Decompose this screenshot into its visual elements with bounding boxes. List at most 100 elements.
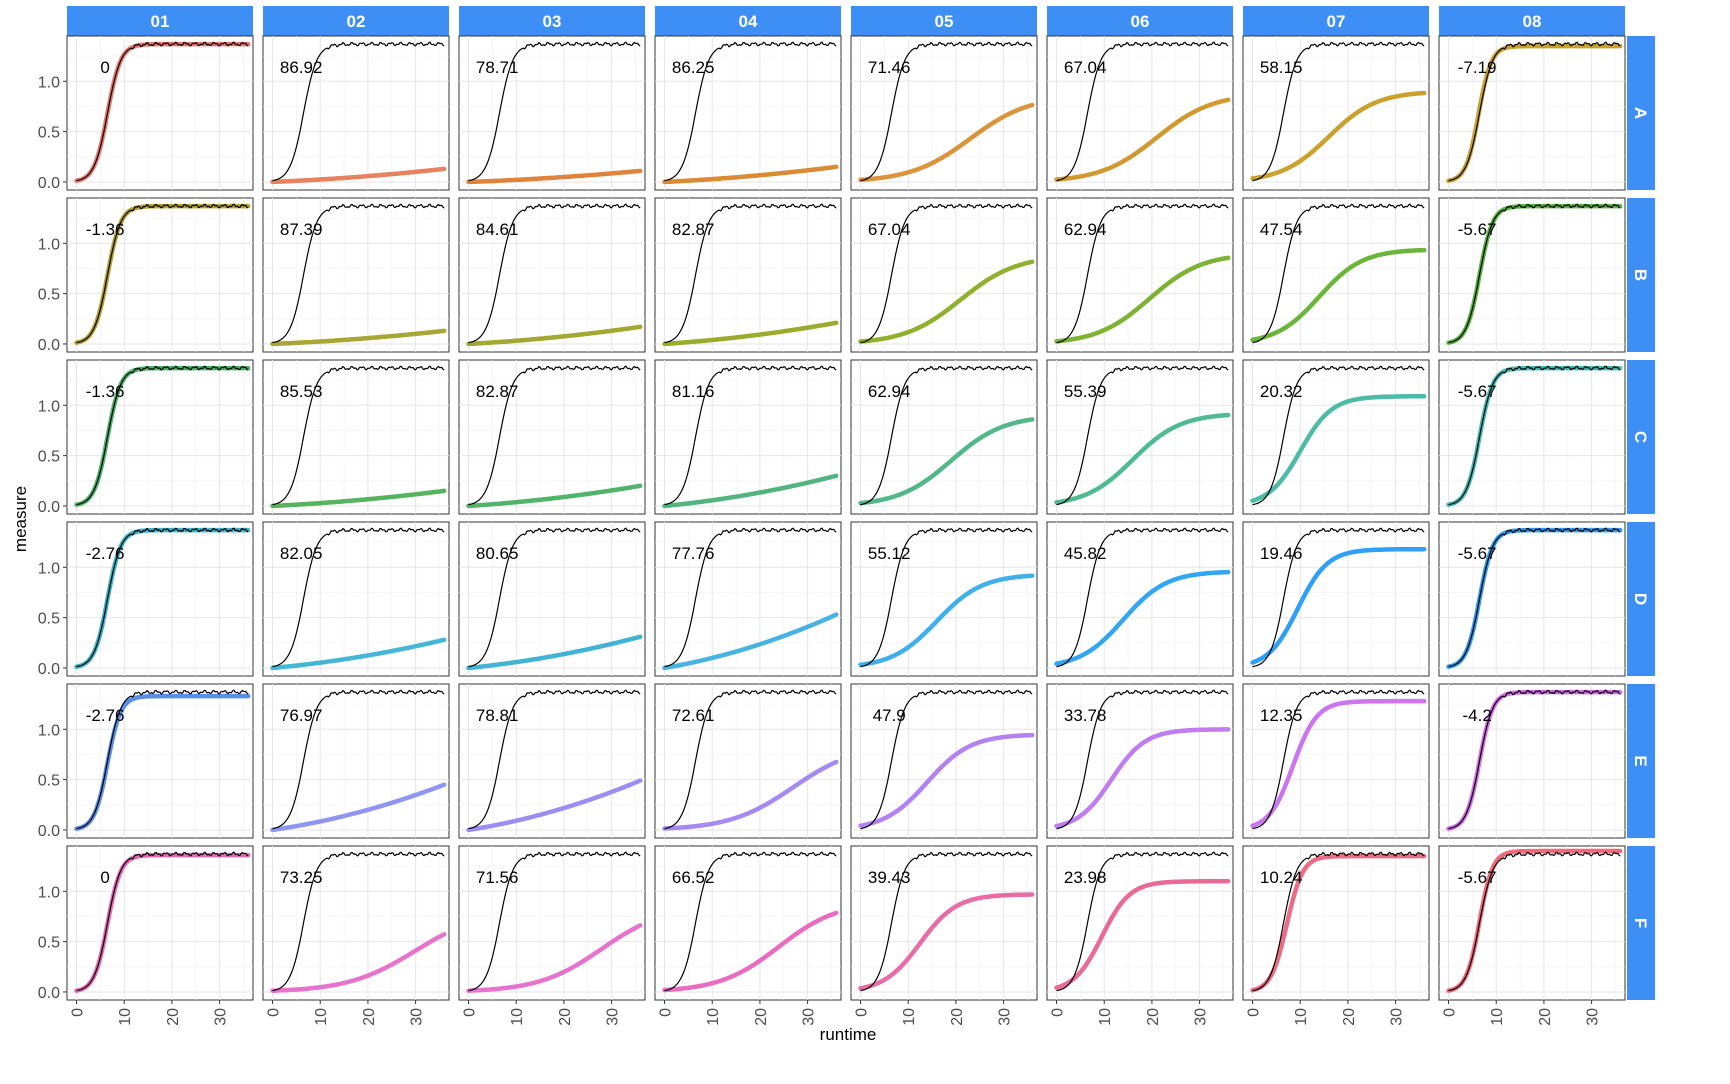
panel-frame (66, 197, 254, 353)
annotation-label: 62.94 (1064, 220, 1107, 239)
reference-line (860, 41, 1033, 182)
annotation-label: -1.36 (86, 220, 125, 239)
annotation-label: 19.46 (1260, 544, 1303, 563)
x-tick-label: 20 (361, 1008, 378, 1026)
panel-frame (1438, 683, 1626, 839)
series-line (1250, 546, 1427, 665)
column-strip-label: 02 (347, 12, 366, 31)
y-tick-label: 1.0 (38, 236, 60, 253)
y-tick-label: 1.0 (38, 722, 60, 739)
reference-line (468, 851, 641, 992)
panel-frame (1242, 683, 1430, 839)
y-tick-label: 0.0 (38, 499, 60, 516)
series-line (466, 778, 643, 833)
facet-panel: 76.97 (262, 683, 450, 839)
series-line (270, 782, 447, 833)
panel-frame (654, 359, 842, 515)
facet-panel: 84.61 (458, 197, 646, 353)
panel-frame (1438, 359, 1626, 515)
facet-panel: 19.46 (1242, 521, 1430, 677)
annotation-label: 67.04 (868, 220, 911, 239)
y-tick-label: 0.5 (38, 773, 60, 790)
row-strip-label: F (1631, 918, 1650, 928)
y-tick-label: 0.5 (38, 125, 60, 142)
series-line (662, 320, 839, 347)
x-tick-label: 0 (462, 1008, 479, 1017)
x-tick-label: 30 (1389, 1008, 1406, 1026)
annotation-label: 20.32 (1260, 382, 1303, 401)
series-line (270, 932, 447, 993)
series-line (466, 634, 643, 671)
facet-panel: -2.76 (66, 521, 254, 677)
annotation-label: 55.12 (868, 544, 911, 563)
reference-line (1252, 527, 1425, 668)
annotation-label: -2.76 (86, 706, 125, 725)
y-tick-label: 1.0 (38, 560, 60, 577)
series-line (1054, 412, 1231, 505)
x-tick-label: 10 (705, 1008, 722, 1026)
x-tick-label: 0 (1050, 1008, 1067, 1017)
annotation-label: -1.36 (86, 382, 125, 401)
panel-frame (654, 35, 842, 191)
panel-frame (1046, 683, 1234, 839)
facet-panel: 12.35 (1242, 683, 1430, 839)
x-tick-label: 0 (1442, 1008, 1459, 1017)
x-tick-label: 10 (901, 1008, 918, 1026)
reference-line (1448, 689, 1621, 830)
reference-line (272, 851, 445, 992)
y-tick-label: 0.5 (38, 287, 60, 304)
y-tick-label: 0.5 (38, 935, 60, 952)
annotation-label: 55.39 (1064, 382, 1107, 401)
reference-line (76, 203, 249, 344)
annotation-label: -7.19 (1458, 58, 1497, 77)
annotation-label: 10.24 (1260, 868, 1303, 887)
annotation-label: 78.81 (476, 706, 519, 725)
facet-panel: 47.54 (1242, 197, 1430, 353)
reference-line (860, 365, 1033, 506)
series-line (858, 417, 1035, 506)
column-strip (655, 6, 841, 36)
x-tick-label: 30 (1193, 1008, 1210, 1026)
annotation-label: 47.54 (1260, 220, 1303, 239)
column-strip (851, 6, 1037, 36)
facet-panel: 80.65 (458, 521, 646, 677)
facet-panel: 10.24 (1242, 845, 1430, 1001)
series-line (466, 923, 643, 993)
facet-panel: 20.32 (1242, 359, 1430, 515)
series-line (662, 910, 839, 993)
x-tick-label: 0 (658, 1008, 675, 1017)
panel-frame (262, 359, 450, 515)
panel-frame (66, 521, 254, 677)
y-tick-label: 0.0 (38, 337, 60, 354)
facet-panel: 86.92 (262, 35, 450, 191)
annotation-label: -5.67 (1458, 868, 1497, 887)
annotation-label: 82.87 (672, 220, 715, 239)
reference-line (664, 203, 837, 344)
panel-frame (850, 683, 1038, 839)
reference-line (468, 203, 641, 344)
series-line (1250, 394, 1427, 503)
y-tick-label: 0.0 (38, 175, 60, 192)
annotation-label: 85.53 (280, 382, 323, 401)
x-tick-label: 30 (409, 1008, 426, 1026)
facet-panel: 62.94 (1046, 197, 1234, 353)
reference-line (860, 851, 1033, 992)
x-axis-title: runtime (820, 1025, 877, 1044)
annotation-label: 86.92 (280, 58, 323, 77)
annotation-label: 66.52 (672, 868, 715, 887)
column-strip-label: 03 (543, 12, 562, 31)
x-tick-label: 20 (753, 1008, 770, 1026)
reference-line (664, 527, 837, 668)
annotation-label: 82.05 (280, 544, 323, 563)
series-line (1054, 727, 1231, 829)
annotation-label: 72.61 (672, 706, 715, 725)
column-strip-label: 05 (935, 12, 954, 31)
row-strip (1627, 522, 1655, 676)
x-tick-label: 10 (117, 1008, 134, 1026)
annotation-label: 77.76 (672, 544, 715, 563)
annotation-label: 58.15 (1260, 58, 1303, 77)
annotation-label: -4.2 (1463, 706, 1492, 725)
facet-panel: 0 (66, 845, 254, 1001)
panel-frame (1438, 521, 1626, 677)
facet-panel: 23.98 (1046, 845, 1234, 1001)
